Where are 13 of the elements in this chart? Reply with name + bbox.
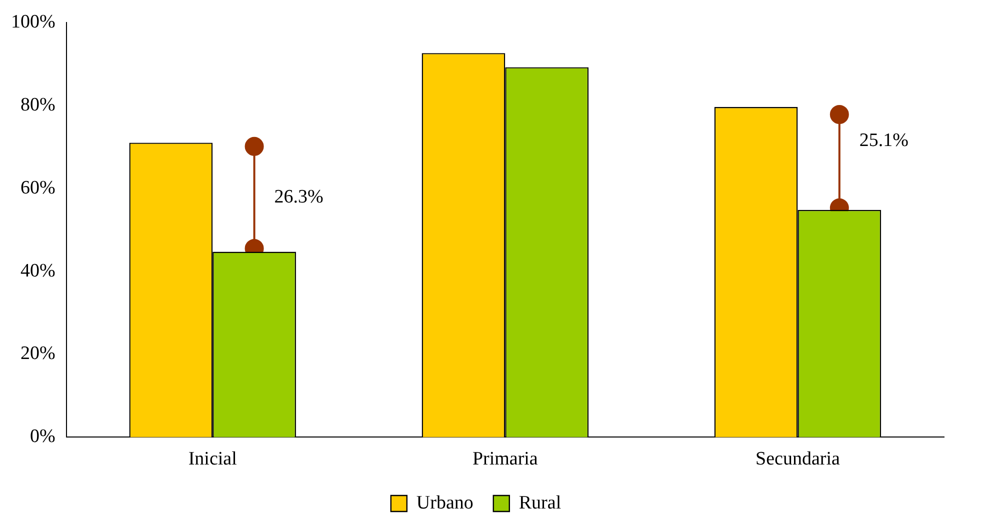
annotation: 25.1% [859,130,909,152]
y-tick-label: 40% [20,260,56,282]
y-tick-label: 20% [20,343,56,364]
y-tick-label: 60% [20,177,56,198]
legend-label: Urbano [416,492,474,514]
x-tick-label: Primaria [472,448,538,470]
x-tick-label: Secundaria [756,448,840,470]
y-tick-label: 80% [20,94,56,116]
annotation: 26.3% [274,186,324,208]
y-tick-label: 0% [30,426,56,448]
legend-label: Rural [518,492,562,514]
y-tick-label: 100% [11,11,56,32]
x-tick-label: Inicial [188,448,237,470]
